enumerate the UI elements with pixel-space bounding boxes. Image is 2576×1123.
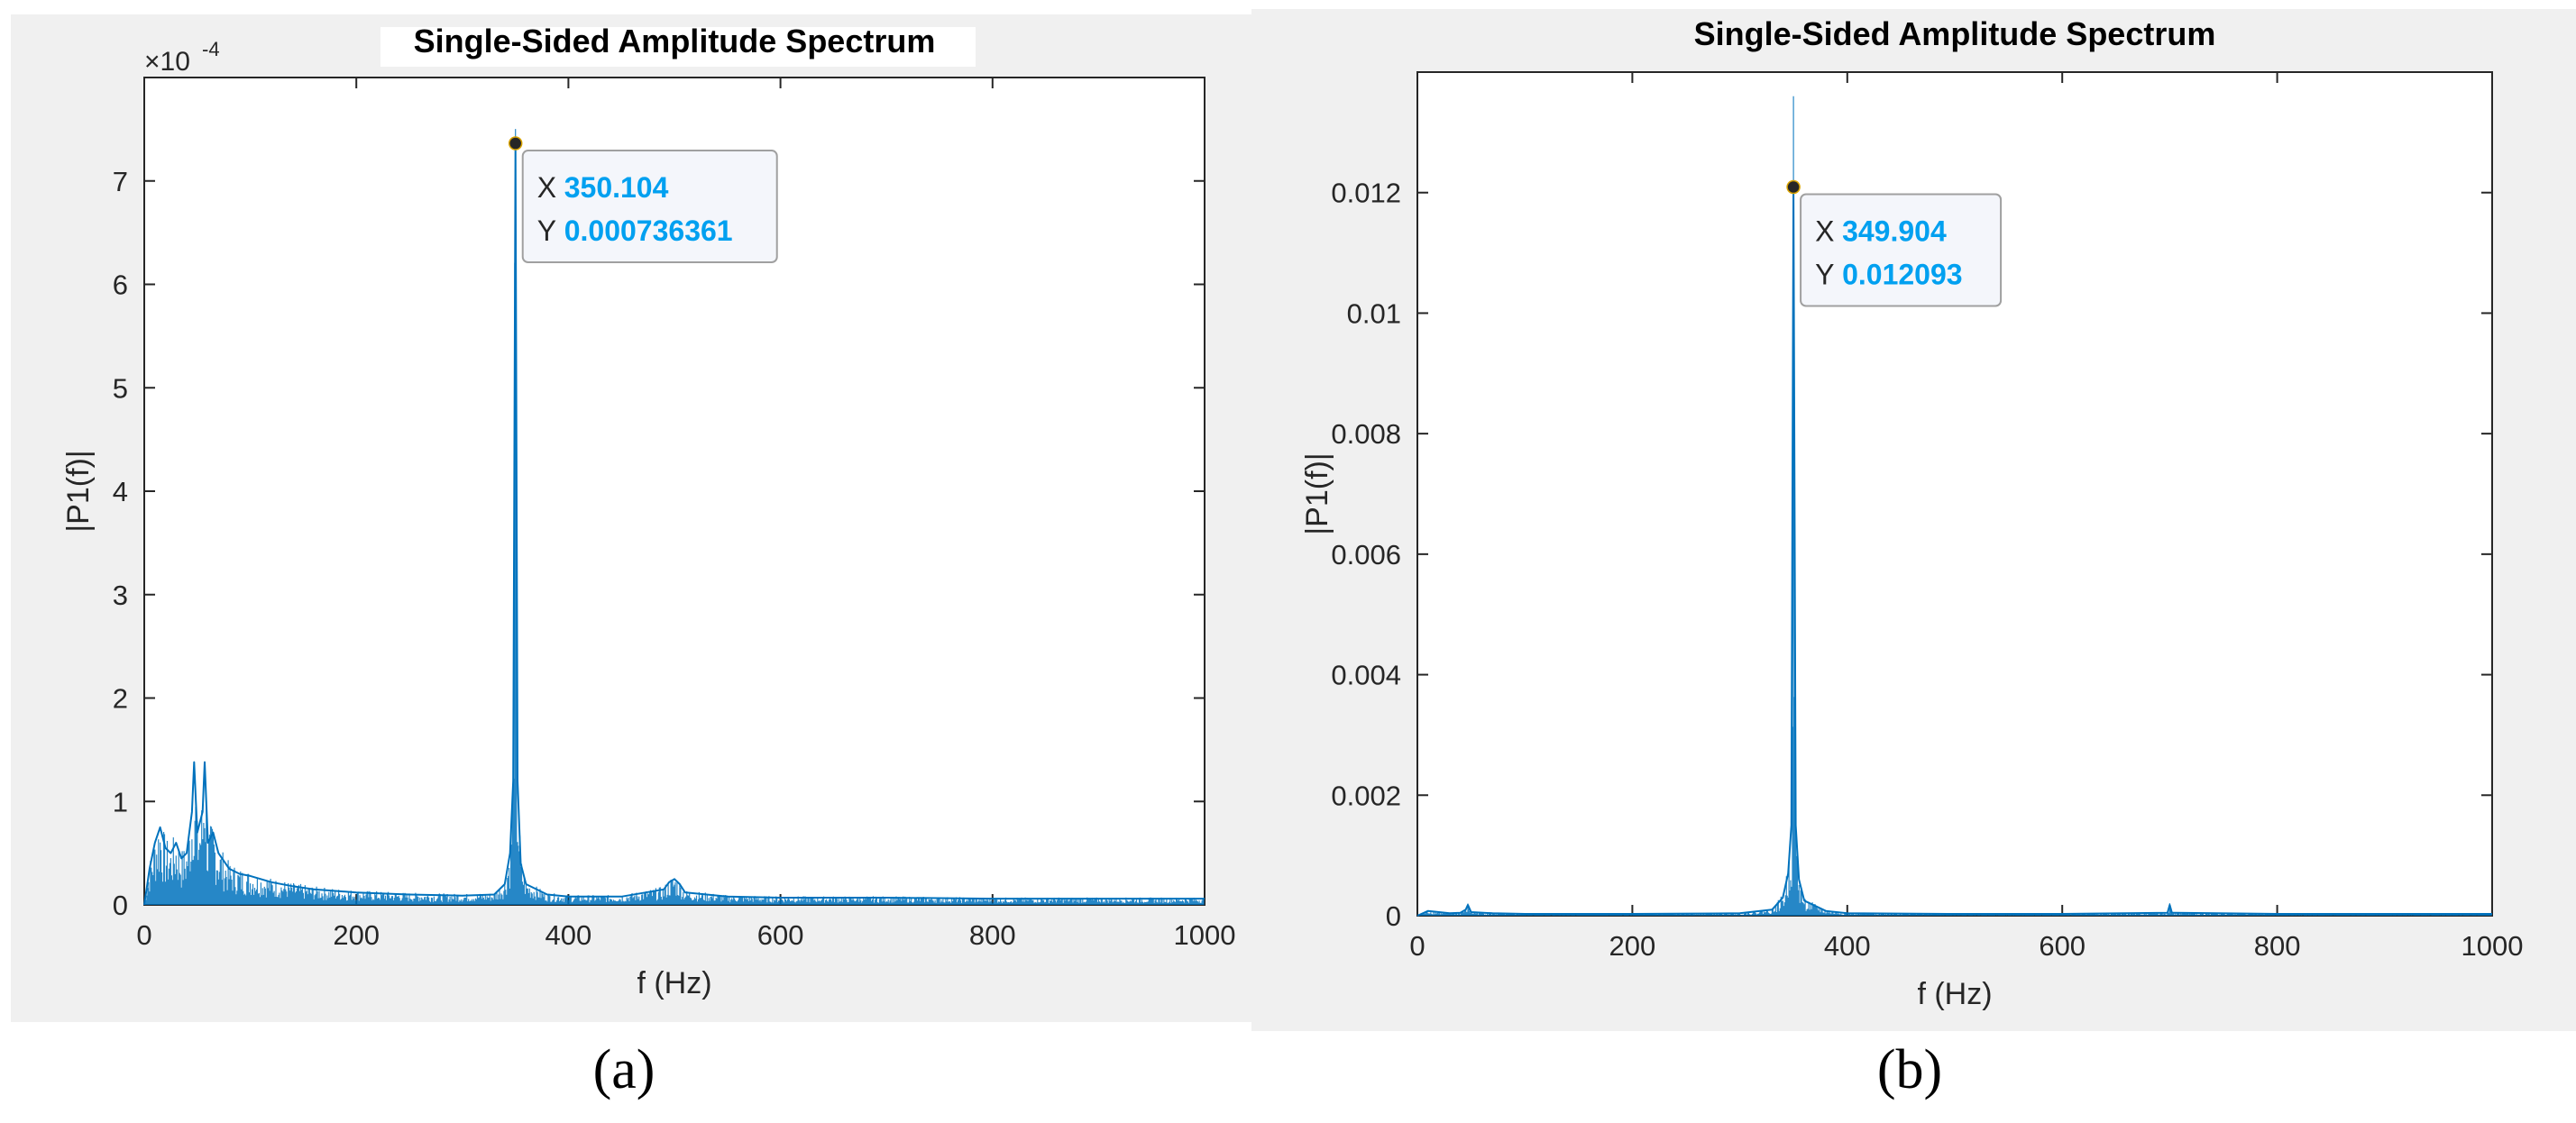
chart-panel-a: Single-Sided Amplitude Spectrum 0 200 400 60… — [11, 14, 1255, 1022]
x-tick-label: 1000 — [1174, 919, 1236, 951]
datatip-x-value: 350.104 — [564, 171, 669, 204]
datatip-x-label: X — [1815, 215, 1834, 247]
x-tick-label: 0 — [136, 919, 151, 951]
y-tick-label: 6 — [113, 269, 128, 301]
panel-label-a: (a) — [592, 1039, 655, 1100]
y-tick-label: 0.006 — [1331, 539, 1401, 571]
x-tick-label: 600 — [757, 919, 804, 951]
datatip-y-value: 0.012093 — [1842, 258, 1962, 290]
x-axis-label: f (Hz) — [1917, 977, 1992, 1011]
y-tick-label: 0.004 — [1331, 660, 1401, 691]
datatip-x-value: 349.904 — [1842, 215, 1947, 247]
panel-label-b: (b) — [1876, 1039, 1943, 1100]
chart-panel-b: Single-Sided Amplitude Spectrum 0 200 400 60… — [1251, 9, 2576, 1031]
x-tick-label: 400 — [1824, 930, 1871, 962]
datatip-marker — [508, 136, 523, 151]
datatip-y-label: Y — [1815, 258, 1834, 290]
x-tick-label: 1000 — [2461, 930, 2524, 962]
y-tick-label: 4 — [113, 476, 128, 507]
y-tick-label: 0.01 — [1347, 297, 1401, 329]
datatip-y-label: Y — [537, 215, 556, 247]
datatip-x-label: X — [537, 171, 556, 204]
x-tick-label: 600 — [2039, 930, 2086, 962]
chart-b-svg: Single-Sided Amplitude Spectrum 0 200 400 60… — [1300, 15, 2524, 1011]
x-tick-label: 400 — [545, 919, 592, 951]
chart-title: Single-Sided Amplitude Spectrum — [414, 23, 936, 59]
spectrum-noise — [1417, 96, 2492, 916]
y-tick-label: 0 — [113, 890, 128, 921]
y-tick-label: 3 — [113, 580, 128, 611]
x-tick-label: 200 — [1609, 930, 1656, 962]
y-axis-label: |P1(f)| — [1300, 452, 1334, 534]
chart-title: Single-Sided Amplitude Spectrum — [1694, 15, 2216, 52]
title-background — [380, 27, 976, 67]
y-tick-label: 0.002 — [1331, 780, 1401, 811]
y-tick-label: 7 — [113, 166, 128, 197]
spectrum-noise — [144, 129, 1205, 905]
y-axis-label: |P1(f)| — [61, 450, 96, 532]
y-tick-label: 5 — [113, 372, 128, 404]
x-tick-label: 800 — [969, 919, 1016, 951]
y-tick-label: 0.008 — [1331, 418, 1401, 450]
x-tick-label: 0 — [1409, 930, 1425, 962]
y-tick-label: 0 — [1386, 900, 1401, 932]
datatip-y-value: 0.000736361 — [564, 215, 733, 247]
y-tick-label: 0.012 — [1331, 178, 1401, 209]
datatip-marker — [1786, 179, 1801, 195]
x-tick-label: 800 — [2254, 930, 2301, 962]
x-axis-label: f (Hz) — [637, 966, 711, 1000]
y-tick-label: 1 — [113, 786, 128, 817]
y-exponent-power: -4 — [202, 38, 220, 60]
x-tick-label: 200 — [333, 919, 380, 951]
y-exponent-base: ×10 — [144, 47, 190, 77]
datatip-box — [1800, 193, 2003, 307]
datatip-box — [521, 150, 778, 264]
y-tick-label: 2 — [113, 683, 128, 715]
